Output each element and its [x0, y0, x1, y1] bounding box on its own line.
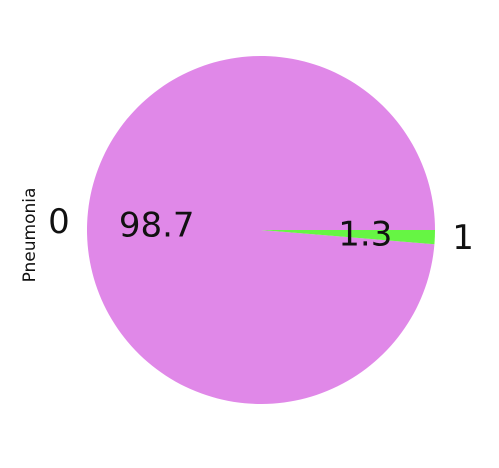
y-axis-label: Pneumonia [20, 188, 40, 283]
category-label-1: 1 [452, 218, 474, 258]
pie-labels: 0 98.7 1 1.3 [48, 202, 474, 258]
percent-label-0: 98.7 [119, 206, 195, 246]
pie-slices [87, 56, 436, 405]
percent-label-1: 1.3 [338, 214, 392, 254]
pie-slice-0 [87, 56, 436, 405]
pie-slice-1 [261, 230, 435, 245]
category-label-0: 0 [48, 202, 70, 242]
